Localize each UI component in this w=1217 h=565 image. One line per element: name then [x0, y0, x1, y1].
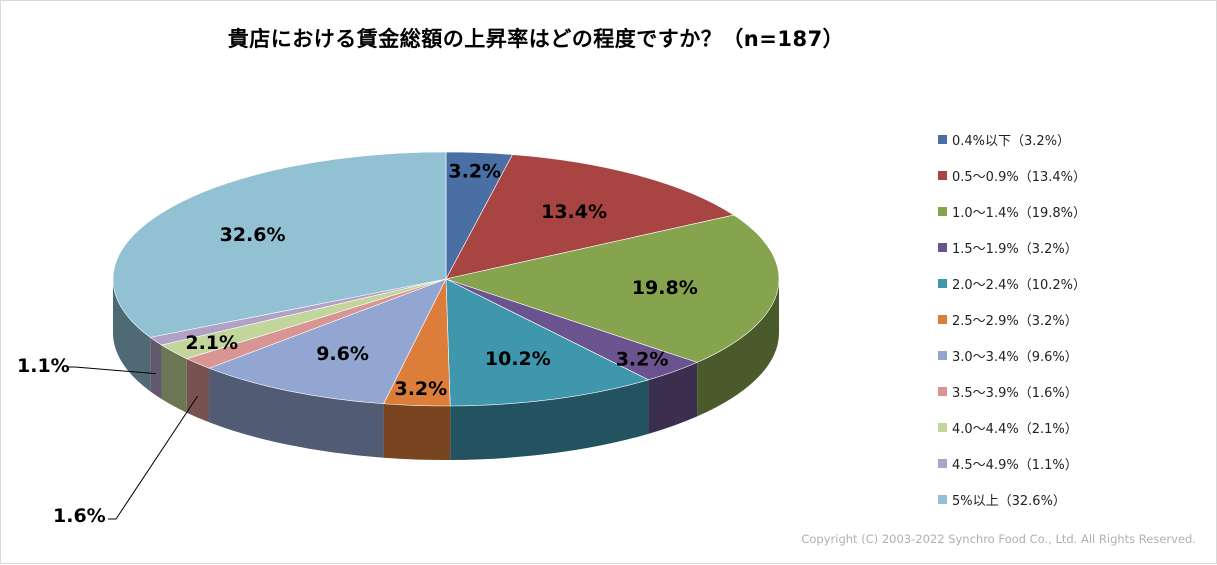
pie-side-10 — [113, 279, 151, 392]
legend-item: 2.0〜2.4%（10.2%） — [938, 265, 1086, 301]
pie-slice-6 — [208, 278, 447, 405]
pie-side-5 — [383, 403, 451, 460]
pie-side-4 — [450, 379, 649, 460]
pie-side-9 — [150, 337, 162, 400]
legend-item: 5%以上（32.6%） — [938, 481, 1086, 517]
legend-item: 2.5〜2.9%（3.2%） — [938, 301, 1086, 337]
data-label-2: 19.8% — [632, 277, 698, 299]
data-label-3: 3.2% — [616, 349, 669, 371]
legend-swatch — [938, 170, 947, 180]
legend-swatch — [938, 494, 947, 504]
data-label-6: 9.6% — [316, 343, 369, 365]
legend-label: 5%以上（32.6%） — [952, 493, 1066, 509]
pie-side-6 — [209, 368, 384, 458]
legend-swatch — [938, 458, 947, 468]
legend-item: 1.0〜1.4%（19.8%） — [938, 193, 1086, 229]
legend-swatch — [938, 242, 947, 252]
legend-swatch — [938, 314, 947, 324]
pie-side-walls — [113, 279, 779, 460]
legend-swatch — [938, 278, 947, 288]
legend-item: 4.5〜4.9%（1.1%） — [938, 445, 1086, 481]
legend-item: 0.4%以下（3.2%） — [938, 121, 1086, 157]
legend: 0.4%以下（3.2%） 0.5〜0.9%（13.4%） 1.0〜1.4%（19.8… — [938, 121, 1086, 517]
legend-swatch — [938, 206, 947, 216]
legend-swatch — [938, 422, 947, 432]
leader-line-7 — [108, 395, 199, 520]
legend-label: 3.0〜3.4%（9.6%） — [952, 349, 1078, 365]
legend-item: 4.0〜4.4%（2.1%） — [938, 409, 1086, 445]
legend-item: 3.5〜3.9%（1.6%） — [938, 373, 1086, 409]
data-label-7: 1.6% — [53, 505, 106, 527]
data-label-8: 2.1% — [185, 332, 238, 354]
copyright-notice: Copyright (C) 2003-2022 Synchro Food Co.… — [801, 532, 1196, 546]
legend-label: 2.5〜2.9%（3.2%） — [952, 313, 1078, 329]
pie-side-8 — [161, 345, 187, 413]
legend-item: 1.5〜1.9%（3.2%） — [938, 229, 1086, 265]
legend-label: 2.0〜2.4%（10.2%） — [952, 277, 1086, 293]
data-label-1: 13.4% — [541, 201, 607, 223]
legend-label: 1.5〜1.9%（3.2%） — [952, 241, 1078, 257]
pie-slice-2 — [444, 214, 780, 363]
pie-top-faces — [112, 151, 780, 407]
data-label-4: 10.2% — [485, 348, 551, 370]
legend-label: 0.5〜0.9%（13.4%） — [952, 169, 1086, 185]
legend-item: 0.5〜0.9%（13.4%） — [938, 157, 1086, 193]
pie-side-3 — [648, 362, 698, 434]
pie-slice-10 — [112, 151, 447, 338]
data-label-5: 3.2% — [394, 378, 447, 400]
pie-slice-1 — [445, 154, 735, 280]
legend-label: 4.0〜4.4%（2.1%） — [952, 421, 1078, 437]
data-label-9: 1.1% — [17, 355, 70, 377]
pie-side-2 — [697, 279, 779, 417]
pie-data-labels: 3.2% 13.4% 19.8% 3.2% 10.2% 3.2% 9.6% 1.6% 2.1% 1… — [17, 160, 698, 527]
legend-swatch — [938, 350, 947, 360]
legend-swatch — [938, 134, 947, 144]
legend-label: 0.4%以下（3.2%） — [952, 133, 1071, 149]
legend-label: 1.0〜1.4%（19.8%） — [952, 205, 1086, 221]
data-label-0: 3.2% — [448, 160, 501, 182]
data-label-10: 32.6% — [220, 224, 286, 246]
chart-title: 貴店における賃金総額の上昇率はどの程度ですか？（n=187） — [227, 27, 845, 51]
pie-slice-4 — [445, 278, 650, 407]
pie-side-7 — [186, 358, 210, 423]
legend-label: 3.5〜3.9%（1.6%） — [952, 385, 1078, 401]
legend-label: 4.5〜4.9%（1.1%） — [952, 457, 1078, 473]
legend-swatch — [938, 386, 947, 396]
leader-line-9 — [67, 366, 156, 375]
legend-item: 3.0〜3.4%（9.6%） — [938, 337, 1086, 373]
